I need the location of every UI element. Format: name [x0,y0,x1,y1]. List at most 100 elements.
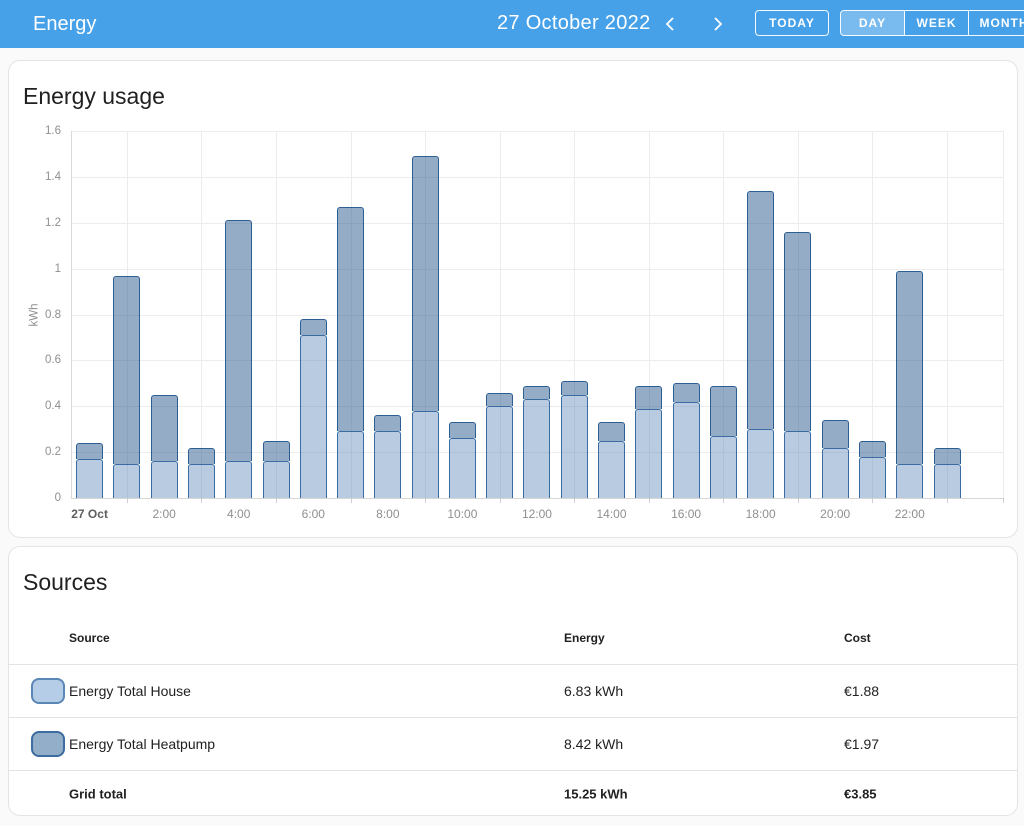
x-axis-tick [574,498,575,503]
bar-heatpump-2:00[interactable] [151,395,178,462]
bar-heatpump-8:00[interactable] [374,415,401,431]
bar-house-3:00[interactable] [188,464,215,498]
x-axis-tick [500,498,501,503]
bar-heatpump-6:00[interactable] [300,319,327,335]
table-row: Energy Total Heatpump8.42 kWh€1.97 [9,717,1017,770]
bar-house-12:00[interactable] [523,399,550,498]
bar-house-0:00[interactable] [76,459,103,498]
table-row-grid-total: Grid total 15.25 kWh €3.85 [9,770,1017,817]
bar-heatpump-3:00[interactable] [188,448,215,464]
bar-house-20:00[interactable] [822,448,849,498]
bar-heatpump-1:00[interactable] [113,276,140,464]
column-header-cost: Cost [844,631,871,645]
source-name: Grid total [69,787,127,802]
bar-house-22:00[interactable] [896,464,923,498]
bar-house-14:00[interactable] [598,441,625,498]
y-axis-tick-label: 0.6 [21,354,61,366]
bar-house-2:00[interactable] [151,461,178,498]
bar-house-8:00[interactable] [374,431,401,498]
y-axis-tick-label: 0.2 [21,446,61,458]
bar-house-9:00[interactable] [412,411,439,498]
y-axis-tick-label: 0 [21,492,61,504]
chart-plot-area: kWh 00.20.40.60.811.21.41.627 Oct2:004:0… [71,131,1003,498]
source-name: Energy Total House [69,683,191,699]
bar-house-18:00[interactable] [747,429,774,498]
next-day-button[interactable] [705,11,731,37]
bar-house-19:00[interactable] [784,431,811,498]
energy-usage-title: Energy usage [23,83,165,110]
today-button[interactable]: TODAY [755,10,829,36]
current-date: 27 October 2022 [497,12,651,35]
bar-heatpump-12:00[interactable] [523,386,550,400]
bar-house-21:00[interactable] [859,457,886,498]
source-color-swatch [31,678,65,704]
page-title: Energy [33,13,96,36]
bar-heatpump-10:00[interactable] [449,422,476,438]
tab-day[interactable]: DAY [841,11,905,35]
x-axis-label: 2:00 [134,507,194,521]
x-axis-label: 18:00 [731,507,791,521]
y-axis-tick-label: 1 [21,263,61,275]
bar-house-11:00[interactable] [486,406,513,498]
bar-house-16:00[interactable] [673,402,700,498]
bar-heatpump-22:00[interactable] [896,271,923,464]
y-axis-tick-label: 1.4 [21,171,61,183]
x-axis-tick [351,498,352,503]
x-axis-tick [872,498,873,503]
gridline-horizontal [71,498,1003,499]
bar-heatpump-11:00[interactable] [486,393,513,407]
source-name: Energy Total Heatpump [69,736,215,752]
bar-house-13:00[interactable] [561,395,588,498]
y-axis-tick-label: 0.4 [21,400,61,412]
bar-house-6:00[interactable] [300,335,327,498]
bar-heatpump-16:00[interactable] [673,383,700,401]
bar-heatpump-0:00[interactable] [76,443,103,459]
bar-heatpump-4:00[interactable] [225,220,252,461]
bar-heatpump-20:00[interactable] [822,420,849,448]
bar-heatpump-9:00[interactable] [412,156,439,411]
x-axis-tick [201,498,202,503]
gridline-horizontal [71,315,1003,316]
chevron-left-icon [664,16,676,32]
previous-day-button[interactable] [657,11,683,37]
bar-heatpump-17:00[interactable] [710,386,737,436]
bar-heatpump-23:00[interactable] [934,448,961,464]
x-axis-label: 22:00 [880,507,940,521]
table-row: Energy Total House6.83 kWh€1.88 [9,664,1017,717]
source-cost-value: €1.88 [844,683,879,699]
range-selector: DAY WEEK MONTH [840,10,1024,36]
x-axis-label: 6:00 [283,507,343,521]
bar-house-23:00[interactable] [934,464,961,498]
bar-heatpump-7:00[interactable] [337,207,364,432]
bar-heatpump-13:00[interactable] [561,381,588,395]
source-cost-value: €3.85 [844,787,877,802]
bar-house-17:00[interactable] [710,436,737,498]
bar-heatpump-5:00[interactable] [263,441,290,462]
app-header: Energy 27 October 2022 TODAY DAY WEEK MO… [0,0,1024,48]
bar-heatpump-15:00[interactable] [635,386,662,409]
bar-house-4:00[interactable] [225,461,252,498]
y-axis-tick-label: 1.6 [21,125,61,137]
bar-heatpump-19:00[interactable] [784,232,811,432]
gridline-vertical [201,131,202,498]
bar-heatpump-14:00[interactable] [598,422,625,440]
x-axis-tick [425,498,426,503]
bar-house-7:00[interactable] [337,431,364,498]
y-axis-tick-label: 1.2 [21,217,61,229]
gridline-horizontal [71,223,1003,224]
bar-heatpump-21:00[interactable] [859,441,886,457]
column-header-energy: Energy [564,631,605,645]
bar-house-5:00[interactable] [263,461,290,498]
bar-house-10:00[interactable] [449,438,476,498]
bar-heatpump-18:00[interactable] [747,191,774,430]
x-axis-label: 20:00 [805,507,865,521]
sources-card: Sources Source Energy Cost Energy Total … [8,546,1018,816]
bar-house-15:00[interactable] [635,409,662,498]
source-energy-value: 15.25 kWh [564,787,628,802]
x-axis-tick [723,498,724,503]
tab-month[interactable]: MONTH [969,11,1024,35]
tab-week[interactable]: WEEK [905,11,969,35]
gridline-horizontal [71,177,1003,178]
bar-house-1:00[interactable] [113,464,140,498]
sources-title: Sources [23,569,107,596]
